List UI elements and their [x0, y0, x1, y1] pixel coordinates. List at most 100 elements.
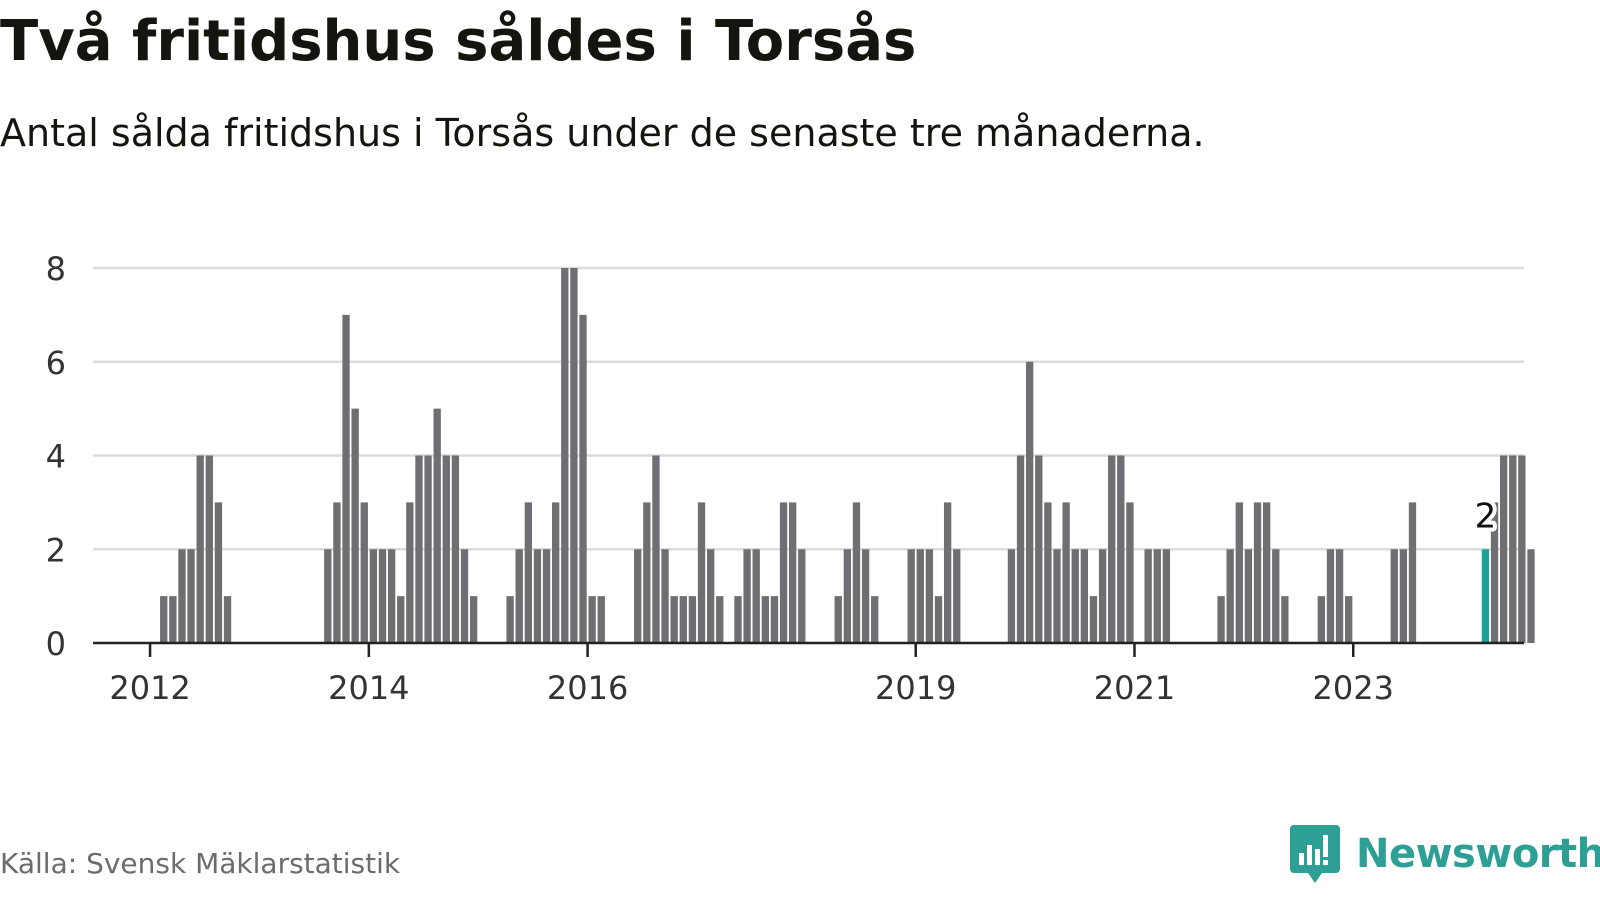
- bar: [469, 596, 478, 644]
- y-tick-label: 8: [46, 250, 66, 288]
- bar: [424, 455, 432, 643]
- bar: [1162, 549, 1171, 643]
- bar: [706, 549, 715, 643]
- bar: [1399, 549, 1408, 643]
- bar-chart-speech-bubble-icon: [1290, 825, 1340, 883]
- bar: [661, 549, 669, 643]
- bar: [223, 596, 232, 644]
- bar: [953, 549, 961, 643]
- y-tick-label: 2: [46, 531, 66, 569]
- bar: [178, 549, 186, 643]
- bar: [1080, 549, 1089, 643]
- bar: [843, 549, 852, 643]
- bar: [1108, 455, 1116, 643]
- bar: [1262, 502, 1271, 644]
- bar: [451, 455, 460, 643]
- bar: [1007, 549, 1016, 643]
- bar: [643, 502, 651, 644]
- y-tick-label: 0: [46, 625, 66, 663]
- bar: [761, 596, 769, 644]
- bar: [789, 502, 797, 644]
- bar: [333, 502, 341, 644]
- bar: [779, 502, 788, 644]
- bar: [1235, 502, 1243, 644]
- bar: [1244, 549, 1253, 643]
- bar: [506, 596, 514, 644]
- bar: [652, 455, 660, 643]
- bar: [934, 596, 943, 644]
- bar: [570, 268, 578, 643]
- brand-name: Newsworthy: [1356, 831, 1600, 877]
- bar: [907, 549, 915, 643]
- y-tick-label: 6: [46, 344, 66, 382]
- bar: [1089, 596, 1098, 644]
- bar: [324, 549, 332, 643]
- bar: [406, 502, 414, 644]
- bar: [360, 502, 368, 644]
- bar: [734, 596, 742, 644]
- bar: [1509, 455, 1517, 643]
- bar: [1317, 596, 1325, 644]
- bar: [1408, 502, 1417, 644]
- x-tick-label: 2014: [328, 669, 409, 707]
- bar: [387, 549, 396, 643]
- bar: [597, 596, 605, 644]
- bar: [743, 549, 751, 643]
- bar: [1326, 549, 1335, 643]
- bar: [1044, 502, 1052, 644]
- bar: [369, 549, 378, 643]
- bar: [834, 596, 842, 644]
- bar: [1272, 549, 1280, 643]
- highlight-bar: [1481, 549, 1490, 643]
- brand-logo[interactable]: Newsworthy: [1290, 825, 1600, 883]
- bar: [925, 549, 934, 643]
- x-axis-ticks: 2012 2014 2016 2019 2021 2023: [109, 643, 1394, 707]
- x-tick-label: 2019: [875, 669, 956, 707]
- bar: [515, 549, 523, 643]
- bars: [160, 268, 1535, 644]
- bar: [552, 502, 560, 644]
- bar: [1026, 361, 1034, 643]
- bar: [196, 455, 204, 643]
- bar: [1226, 549, 1234, 643]
- bar: [1281, 596, 1289, 644]
- bar: [1098, 549, 1107, 643]
- bar: [588, 596, 596, 644]
- bar: [1035, 455, 1043, 643]
- bar: [1253, 502, 1262, 644]
- bar: [697, 502, 706, 644]
- bar: [169, 596, 177, 644]
- y-axis-ticks: 0 2 4 6 8: [46, 250, 66, 663]
- bar: [752, 549, 760, 643]
- bar: [561, 268, 569, 643]
- bar: [415, 455, 423, 643]
- highlight-value-label: 2: [1475, 496, 1497, 536]
- bar: [861, 549, 870, 643]
- bar: [1062, 502, 1070, 644]
- bar: [460, 549, 469, 643]
- bar: [214, 502, 223, 644]
- bar: [1016, 455, 1025, 643]
- bar: [1071, 549, 1079, 643]
- bar: [852, 502, 861, 644]
- bar: [716, 596, 724, 644]
- bar: [533, 549, 542, 643]
- bar: [1144, 549, 1152, 643]
- bar: [1490, 502, 1499, 644]
- bar: [351, 408, 359, 644]
- bar: [433, 408, 441, 644]
- bar: [688, 596, 697, 644]
- bar: [634, 549, 642, 643]
- x-tick-label: 2012: [109, 669, 190, 707]
- bar: [1217, 596, 1225, 644]
- bar: [1499, 455, 1508, 643]
- bar: [524, 502, 532, 644]
- bar: [1527, 549, 1535, 643]
- bar: [679, 596, 687, 644]
- data-labels: 2: [1471, 492, 1501, 540]
- bar: [205, 455, 213, 643]
- bar: [871, 596, 879, 644]
- chart-title: Två fritidshus såldes i Torsås: [0, 9, 917, 74]
- bar: [1390, 549, 1398, 643]
